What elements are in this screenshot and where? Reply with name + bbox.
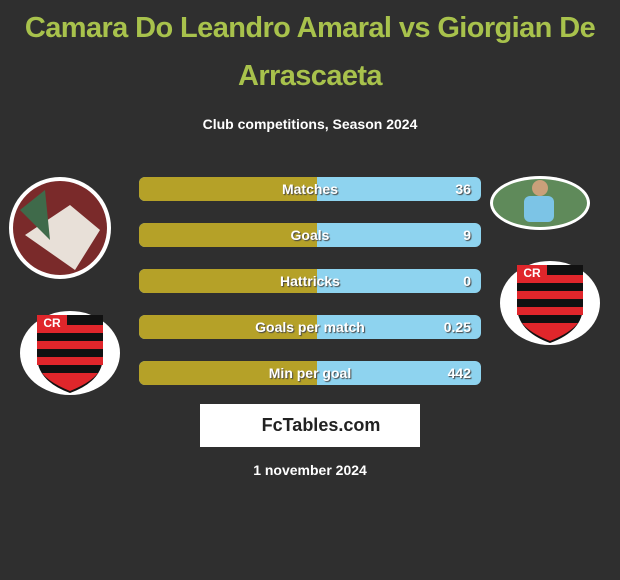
subtitle: Club competitions, Season 2024 xyxy=(202,116,418,132)
brand-logo[interactable]: FcTables.com xyxy=(200,404,420,447)
stat-label: Goals per match xyxy=(255,319,365,335)
date: 1 november 2024 xyxy=(253,462,367,478)
stat-value: 0.25 xyxy=(443,319,471,335)
stat-label: Matches xyxy=(281,181,339,197)
left-bar xyxy=(139,361,317,385)
stat-value: 9 xyxy=(463,227,471,243)
stat-value: 442 xyxy=(447,365,471,381)
left-bar xyxy=(139,269,317,293)
stat-row: Goals per match 0.25 xyxy=(139,315,481,339)
stat-row: Hattricks 0 xyxy=(139,269,481,293)
left-bar xyxy=(139,315,317,339)
stat-row: Min per goal 442 xyxy=(139,361,481,385)
stat-label: Min per goal xyxy=(268,365,352,381)
left-bar xyxy=(139,223,317,247)
title: Camara Do Leandro Amaral vs Giorgian De … xyxy=(24,12,596,92)
stat-label: Goals xyxy=(290,227,330,243)
stat-value: 36 xyxy=(455,181,471,197)
stat-row: Goals 9 xyxy=(139,223,481,247)
stat-value: 0 xyxy=(463,273,471,289)
brand-text: FcTables.com xyxy=(261,415,381,435)
stat-row: Matches 36 xyxy=(139,177,481,201)
stat-label: Hattricks xyxy=(280,273,340,289)
left-bar xyxy=(139,177,317,201)
